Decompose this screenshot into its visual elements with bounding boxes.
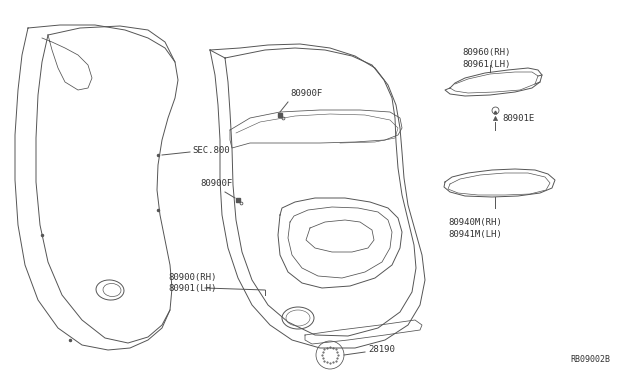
Text: 80900F: 80900F	[200, 179, 232, 188]
Text: SEC.800: SEC.800	[192, 145, 230, 154]
Text: 28190: 28190	[368, 346, 395, 355]
Text: RB09002B: RB09002B	[570, 356, 610, 365]
Text: 80940M(RH)
80941M(LH): 80940M(RH) 80941M(LH)	[448, 218, 502, 239]
Text: 80900F: 80900F	[290, 89, 323, 98]
Text: 80901E: 80901E	[502, 113, 534, 122]
Text: 80900(RH)
80901(LH): 80900(RH) 80901(LH)	[168, 273, 216, 294]
Text: 80960(RH)
80961(LH): 80960(RH) 80961(LH)	[462, 48, 510, 69]
